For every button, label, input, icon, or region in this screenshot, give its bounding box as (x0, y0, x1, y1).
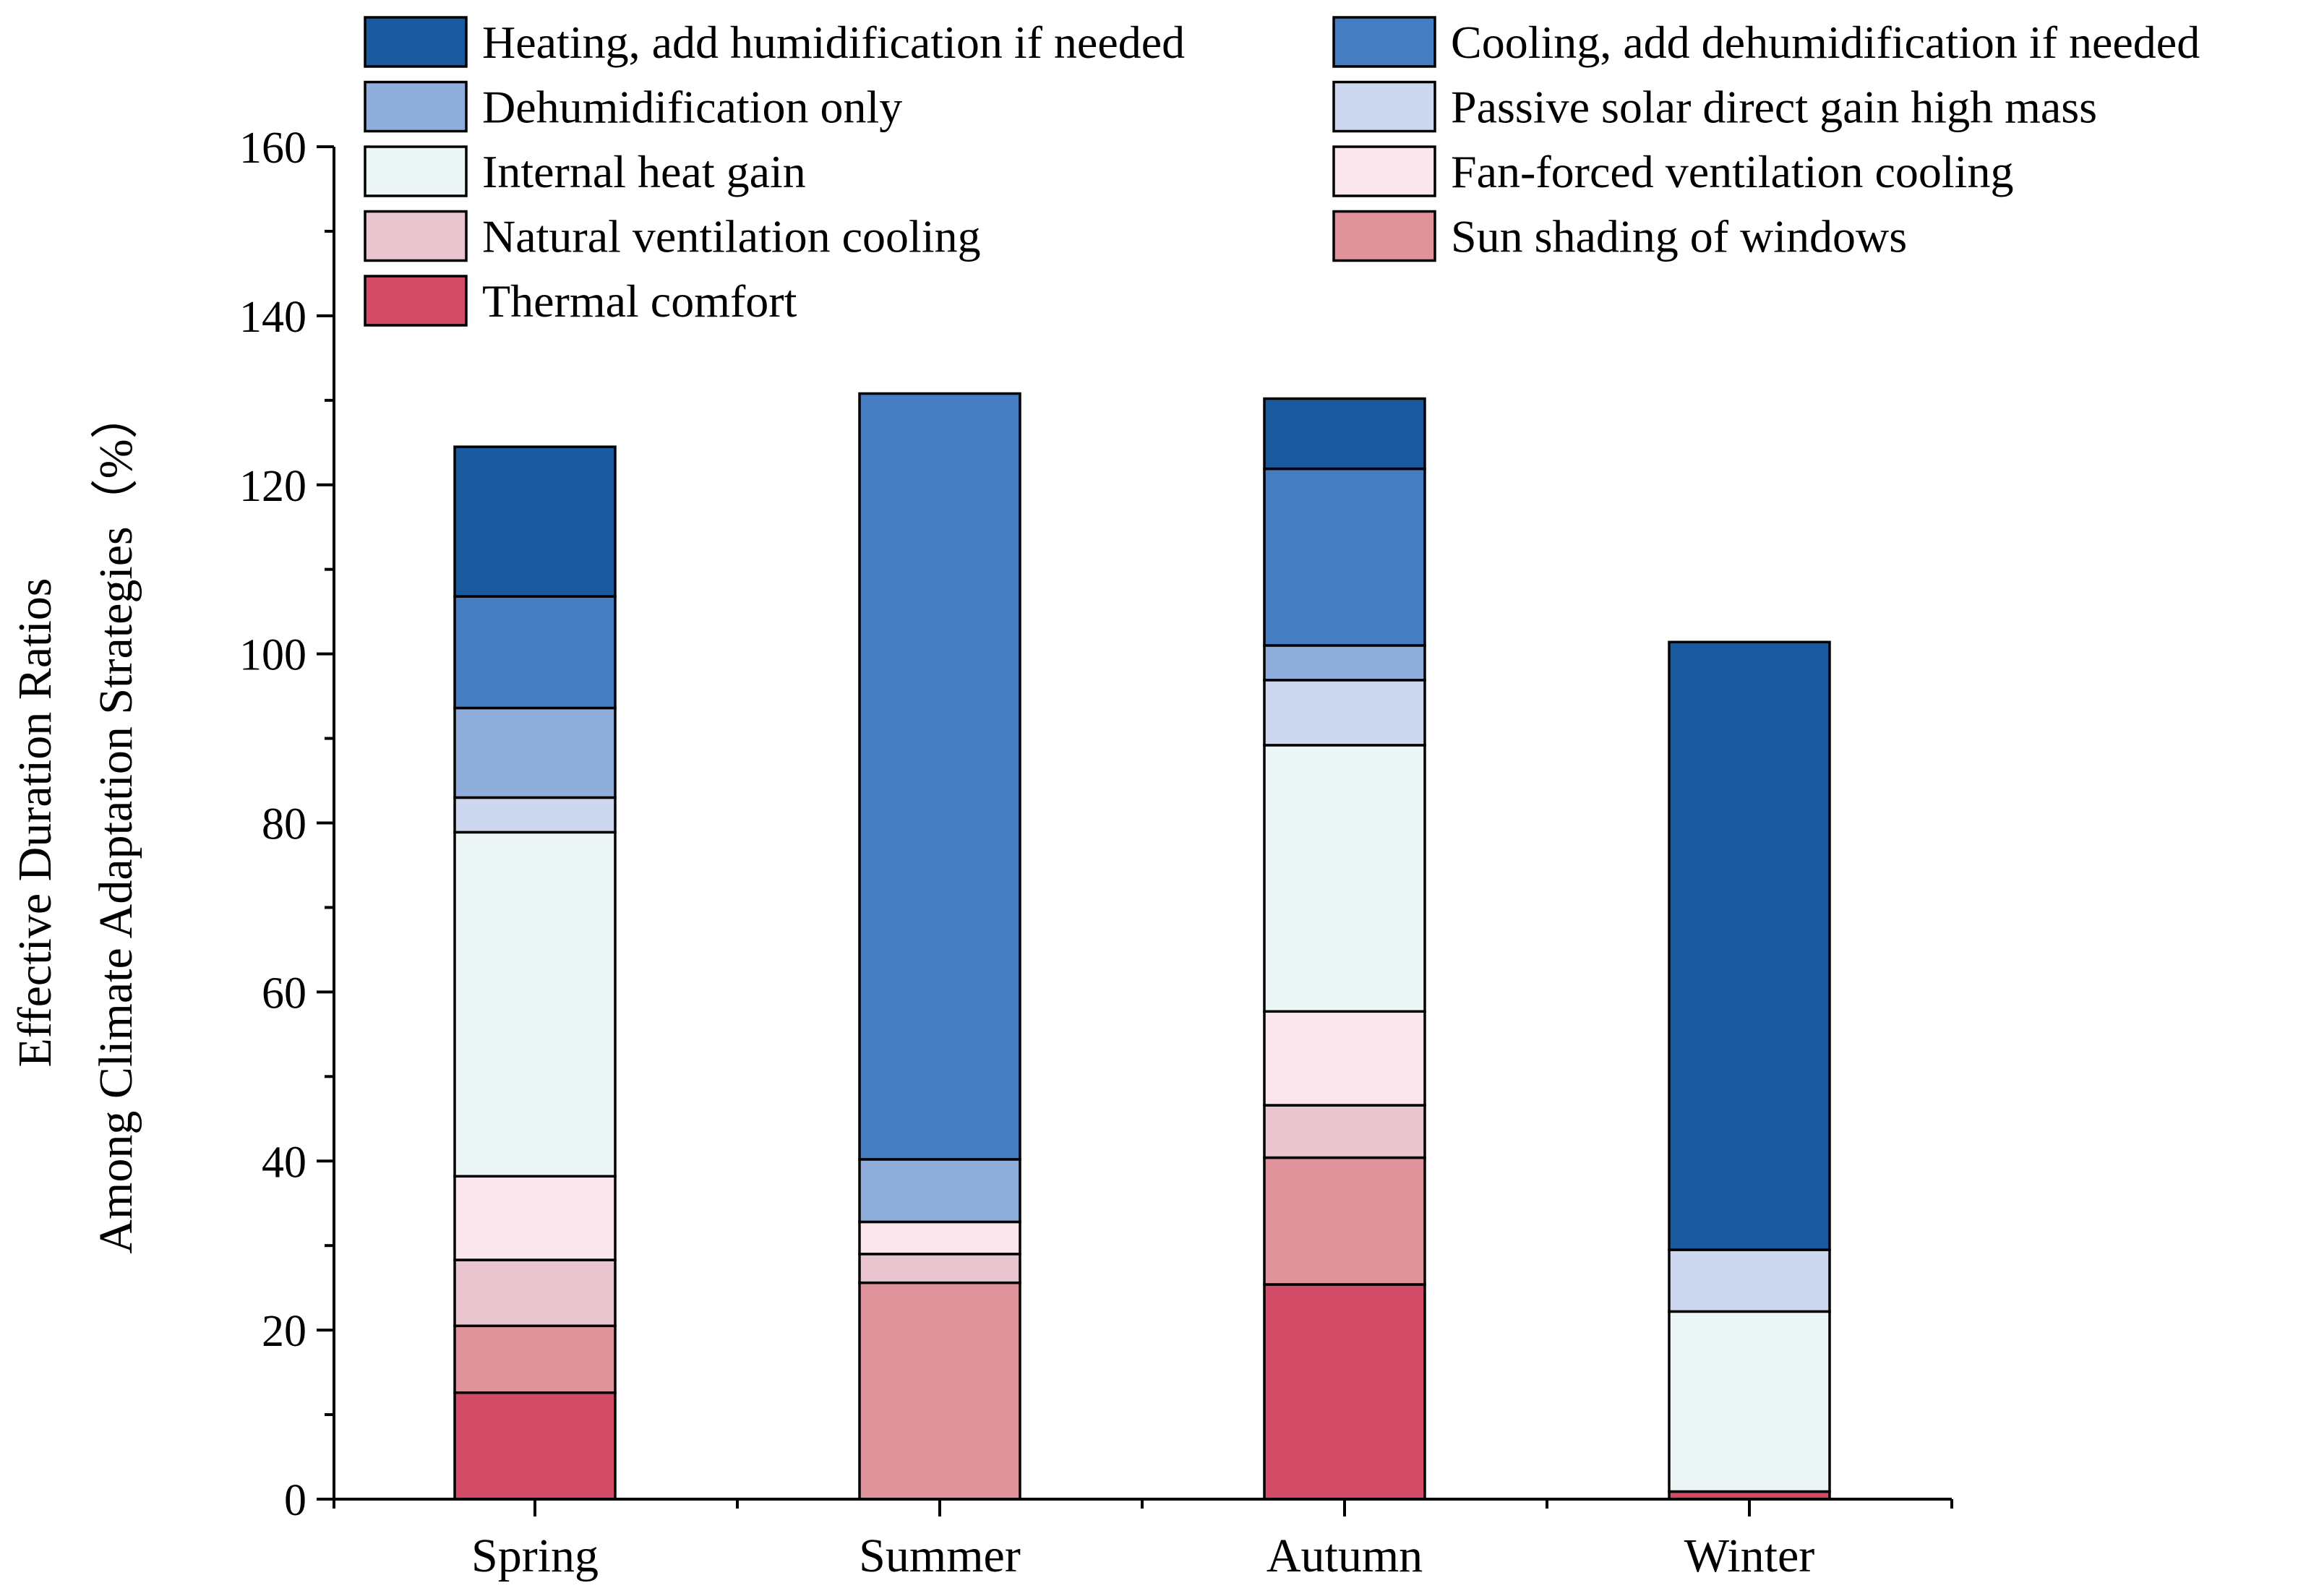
y-ticks-group: 0 20 40 60 80 100 120 140 160 (239, 124, 334, 1525)
bar-spring-heating-add-humidification-if-needed (453, 445, 617, 598)
legend-item-heating-add-humidification-if-needed: Heating, add humidification if needed (364, 16, 1185, 68)
x-tick-label-autumn: Autumn (1266, 1530, 1423, 1582)
legend-label-cooling-add-dehumidification-if-needed: Cooling, add dehumidification if needed (1451, 17, 2200, 68)
bar-spring-dehumidification-only (453, 706, 617, 799)
legend-label-natural-ventilation-cooling: Natural ventilation cooling (482, 211, 981, 262)
bar-summer-dehumidification-only (858, 1158, 1021, 1224)
legend-swatch-internal-heat-gain (364, 145, 468, 197)
y-axis-label-line-2: Among Climate Adaptation Strategies（%） (90, 391, 142, 1253)
bar-summer-sun-shading-of-windows (858, 1281, 1021, 1501)
x-tick-label-summer: Summer (859, 1530, 1021, 1582)
y-axis-label-line-1: Effective Duration Ratios (9, 578, 61, 1068)
bar-spring-thermal-comfort (453, 1391, 617, 1501)
bar-autumn-thermal-comfort (1263, 1283, 1426, 1501)
legend-label-fan-forced-ventilation-cooling: Fan-forced ventilation cooling (1451, 146, 2013, 197)
bar-autumn-natural-ventilation-cooling (1263, 1104, 1426, 1159)
y-tick-label-40: 40 (262, 1138, 307, 1187)
bar-autumn-cooling-add-dehumidification-if-needed (1263, 467, 1426, 647)
bars-group (453, 392, 1831, 1501)
x-tick-label-winter: Winter (1684, 1530, 1815, 1582)
legend-swatch-dehumidification-only (364, 80, 468, 133)
y-axis-label: Effective Duration Ratios Among Climate … (9, 391, 142, 1253)
y-tick-label-60: 60 (262, 969, 307, 1018)
bar-spring-internal-heat-gain (453, 831, 617, 1178)
legend-swatch-fan-forced-ventilation-cooling (1332, 145, 1436, 197)
bar-winter-internal-heat-gain (1668, 1310, 1831, 1493)
y-tick-label-120: 120 (239, 462, 307, 511)
bar-spring-fan-forced-ventilation-cooling (453, 1175, 617, 1261)
bar-autumn-passive-solar-direct-gain-high-mass (1263, 679, 1426, 747)
bar-summer-fan-forced-ventilation-cooling (858, 1220, 1021, 1256)
legend-swatch-passive-solar-direct-gain-high-mass (1332, 80, 1436, 133)
legend-label-heating-add-humidification-if-needed: Heating, add humidification if needed (482, 17, 1185, 68)
legend-swatch-sun-shading-of-windows (1332, 210, 1436, 262)
legend-label-internal-heat-gain: Internal heat gain (482, 146, 806, 197)
bar-summer-natural-ventilation-cooling (858, 1253, 1021, 1284)
legend-item-sun-shading-of-windows: Sun shading of windows (1332, 210, 1907, 262)
bar-spring-sun-shading-of-windows (453, 1324, 617, 1394)
legend-swatch-heating-add-humidification-if-needed (364, 16, 468, 68)
y-tick-label-140: 140 (239, 293, 307, 342)
bar-autumn-heating-add-humidification-if-needed (1263, 397, 1426, 471)
bar-spring-cooling-add-dehumidification-if-needed (453, 595, 617, 710)
bar-winter-heating-add-humidification-if-needed (1668, 640, 1831, 1251)
bar-autumn-fan-forced-ventilation-cooling (1263, 1010, 1426, 1107)
bar-autumn-sun-shading-of-windows (1263, 1156, 1426, 1286)
legend-label-dehumidification-only: Dehumidification only (482, 82, 902, 133)
legend-item-internal-heat-gain: Internal heat gain (364, 145, 806, 197)
y-tick-label-20: 20 (262, 1307, 307, 1356)
legend-item-thermal-comfort: Thermal comfort (364, 275, 797, 327)
y-tick-label-100: 100 (239, 631, 307, 680)
bar-autumn-dehumidification-only (1263, 644, 1426, 682)
legend-item-fan-forced-ventilation-cooling: Fan-forced ventilation cooling (1332, 145, 2013, 197)
legend-item-cooling-add-dehumidification-if-needed: Cooling, add dehumidification if needed (1332, 16, 2200, 68)
y-tick-label-80: 80 (262, 800, 307, 849)
legend-label-sun-shading-of-windows: Sun shading of windows (1451, 211, 1907, 262)
x-ticks-group: Spring Summer Autumn Winter (333, 1499, 1953, 1582)
x-tick-label-spring: Spring (471, 1530, 599, 1582)
bar-winter-passive-solar-direct-gain-high-mass (1668, 1248, 1831, 1313)
y-tick-label-0: 0 (284, 1476, 307, 1525)
legend-swatch-natural-ventilation-cooling (364, 210, 468, 262)
legend-swatch-thermal-comfort (364, 275, 468, 327)
bar-spring-natural-ventilation-cooling (453, 1258, 617, 1328)
legend-label-passive-solar-direct-gain-high-mass: Passive solar direct gain high mass (1451, 82, 2097, 133)
legend-label-thermal-comfort: Thermal comfort (482, 275, 797, 327)
bar-spring-passive-solar-direct-gain-high-mass (453, 796, 617, 834)
legend-item-passive-solar-direct-gain-high-mass: Passive solar direct gain high mass (1332, 80, 2097, 133)
bar-autumn-internal-heat-gain (1263, 744, 1426, 1013)
y-tick-label-160: 160 (239, 124, 307, 173)
bar-summer-cooling-add-dehumidification-if-needed (858, 392, 1021, 1161)
legend-swatch-cooling-add-dehumidification-if-needed (1332, 16, 1436, 68)
legend-item-dehumidification-only: Dehumidification only (364, 80, 902, 133)
legend-item-natural-ventilation-cooling: Natural ventilation cooling (364, 210, 981, 262)
legend: Heating, add humidification if needed Coo… (364, 16, 2200, 327)
